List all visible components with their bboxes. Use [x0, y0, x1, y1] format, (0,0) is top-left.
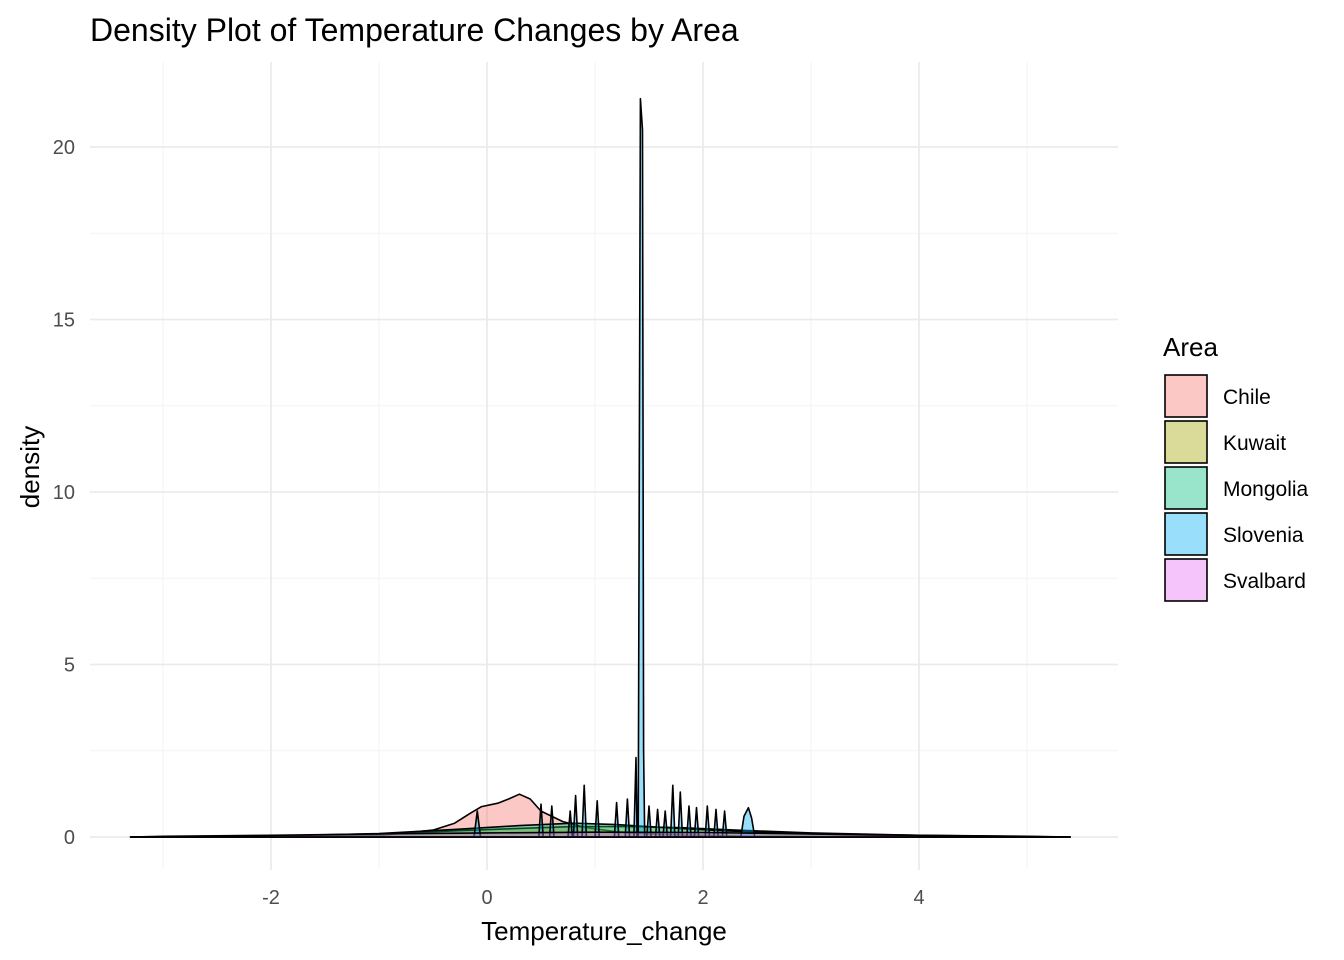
legend-key-kuwait [1164, 420, 1208, 464]
y-tick-label: 20 [53, 137, 75, 159]
x-axis-ticks: -2 0 2 4 [262, 887, 924, 909]
y-axis-ticks: 0 5 10 15 20 [53, 137, 75, 849]
y-axis-title: density [15, 426, 45, 508]
legend-title: Area [1163, 332, 1218, 362]
x-tick-label: -2 [262, 887, 280, 909]
y-tick-label: 5 [64, 655, 75, 677]
x-axis-title: Temperature_change [481, 916, 727, 946]
legend: Area Chile Kuwait Mongolia Slovenia Svalbard [1163, 332, 1309, 602]
legend-key-bg [1165, 467, 1207, 509]
legend-label-mongolia: Mongolia [1223, 478, 1309, 501]
legend-key-svalbard [1164, 558, 1208, 602]
legend-key-bg [1165, 513, 1207, 555]
x-tick-label: 0 [481, 887, 492, 909]
legend-label-kuwait: Kuwait [1223, 432, 1286, 455]
chart-title: Density Plot of Temperature Changes by A… [90, 12, 739, 48]
density-series [129, 97, 1071, 838]
legend-label-chile: Chile [1223, 386, 1271, 409]
legend-key-mongolia [1164, 466, 1208, 510]
x-tick-label: 4 [913, 887, 924, 909]
legend-key-chile [1164, 374, 1208, 418]
density-area-svalbard [129, 831, 1071, 838]
legend-key-bg [1165, 421, 1207, 463]
legend-key-bg [1165, 375, 1207, 417]
x-tick-label: 2 [697, 887, 708, 909]
y-tick-label: 15 [53, 310, 75, 332]
legend-label-svalbard: Svalbard [1223, 570, 1306, 593]
legend-label-slovenia: Slovenia [1223, 524, 1304, 547]
y-tick-label: 10 [53, 482, 75, 504]
y-tick-label: 0 [64, 827, 75, 849]
grid [90, 62, 1118, 870]
legend-key-slovenia [1164, 512, 1208, 556]
legend-key-bg [1165, 559, 1207, 601]
